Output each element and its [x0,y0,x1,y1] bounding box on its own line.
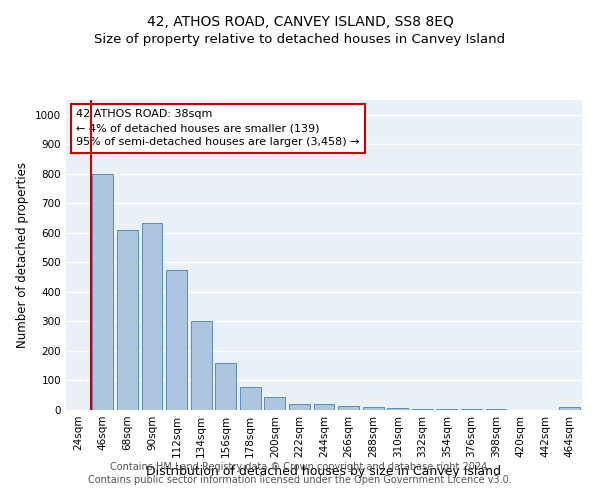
X-axis label: Distribution of detached houses by size in Canvey Island: Distribution of detached houses by size … [146,466,502,478]
Text: Size of property relative to detached houses in Canvey Island: Size of property relative to detached ho… [94,32,506,46]
Bar [559,407,580,410]
Bar [436,408,457,410]
Bar [240,387,261,410]
Bar [338,406,359,410]
Text: Contains HM Land Registry data © Crown copyright and database right 2024.: Contains HM Land Registry data © Crown c… [110,462,490,472]
Bar [191,322,212,410]
Bar [485,408,506,410]
Text: Contains public sector information licensed under the Open Government Licence v3: Contains public sector information licen… [88,475,512,485]
Bar [362,407,383,410]
Bar [166,270,187,410]
Bar [412,408,433,410]
Text: 42 ATHOS ROAD: 38sqm
← 4% of detached houses are smaller (139)
95% of semi-detac: 42 ATHOS ROAD: 38sqm ← 4% of detached ho… [76,110,360,148]
Y-axis label: Number of detached properties: Number of detached properties [16,162,29,348]
Text: 42, ATHOS ROAD, CANVEY ISLAND, SS8 8EQ: 42, ATHOS ROAD, CANVEY ISLAND, SS8 8EQ [146,15,454,29]
Bar [314,404,334,410]
Bar [215,363,236,410]
Bar [142,222,163,410]
Bar [461,408,482,410]
Bar [265,396,286,410]
Bar [289,404,310,410]
Bar [387,408,408,410]
Bar [92,174,113,410]
Bar [117,230,138,410]
